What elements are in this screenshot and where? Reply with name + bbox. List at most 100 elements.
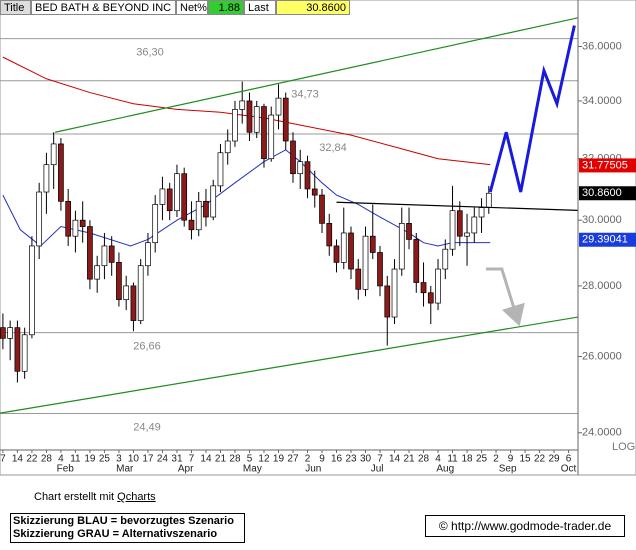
price-tag (579, 186, 636, 201)
price-tag-label: 29.39041 (582, 234, 628, 246)
candle-body (72, 219, 79, 237)
price-tag (579, 232, 636, 247)
credit-text: Chart erstellt mit (34, 491, 115, 503)
y-tick-label: 34.0000 (582, 95, 622, 107)
candle-body (485, 192, 492, 208)
x-tick-label: 4 (435, 454, 441, 465)
x-tick-label: 5 (247, 454, 253, 465)
month-label: Feb (57, 464, 75, 475)
candle-body (478, 207, 485, 218)
x-tick-label: 12 (258, 454, 270, 465)
x-tick-label: 28 (229, 454, 241, 465)
y-tick-label: 36.0000 (582, 40, 622, 52)
level-label: 24,49 (133, 421, 161, 433)
candle-body (340, 232, 347, 263)
header-net-label: Net% (176, 0, 208, 15)
candle-body (442, 248, 449, 270)
candle-body (174, 173, 180, 212)
level-label: 36,30 (136, 46, 164, 58)
candle-body (406, 223, 412, 240)
x-tick-label: 9 (508, 454, 514, 465)
candle-body (253, 106, 260, 133)
trend-line (336, 201, 578, 211)
x-tick-label: 21 (215, 454, 227, 465)
candle-body (195, 200, 202, 231)
header-last-label: Last (244, 0, 276, 15)
candle-body (377, 252, 383, 287)
x-tick-label: 17 (142, 454, 154, 465)
candle-body (79, 219, 86, 227)
candle-body (50, 143, 57, 166)
x-tick-label: 10 (128, 454, 140, 465)
month-label: Jun (305, 464, 321, 475)
month-label: Oct (561, 464, 577, 475)
candle-body (348, 232, 354, 270)
candle-body (108, 245, 115, 263)
scale-label: LOG (612, 441, 635, 453)
candle-body (449, 210, 456, 250)
candle-body (29, 245, 35, 336)
candle-body (391, 268, 398, 318)
x-tick-label: 14 (12, 454, 24, 465)
x-tick-label: 3 (116, 454, 122, 465)
x-tick-label: 7 (189, 454, 195, 465)
projection (485, 267, 525, 327)
candle-body (456, 210, 463, 237)
candle-body (232, 109, 238, 142)
candle-body (116, 262, 122, 300)
trend-line (0, 316, 578, 414)
y-tick-label: 24.0000 (582, 427, 622, 439)
y-tick-label: 28.0000 (582, 280, 622, 292)
x-tick-label: 23 (345, 454, 357, 465)
credit-link[interactable]: Qcharts (117, 491, 156, 503)
candle-body (130, 285, 137, 321)
x-tick-label: 2 (305, 454, 311, 465)
x-tick-label: 28 (41, 454, 53, 465)
month-label: Jul (371, 464, 384, 475)
candle-body (427, 292, 434, 304)
candle-body (152, 204, 159, 244)
candle-body (94, 265, 101, 280)
copyright: © http://www.godmode-trader.de (425, 515, 625, 537)
candle-body (217, 152, 224, 187)
candle-body (464, 232, 470, 237)
candle-body (355, 268, 362, 290)
candle-body (58, 143, 64, 202)
candle-body (246, 100, 253, 133)
month-label: Sep (499, 464, 517, 475)
candle-body (261, 106, 267, 160)
header-net: 1.88 (208, 0, 244, 15)
header-name: BED BATH & BEYOND INC (31, 0, 176, 15)
price-tag-label: 31.77505 (582, 159, 628, 171)
candle-body (21, 334, 28, 372)
x-tick-label: 27 (287, 454, 299, 465)
month-label: May (243, 464, 262, 475)
candle-body (435, 268, 441, 304)
candle-body (471, 216, 478, 234)
candle-body (210, 185, 217, 218)
x-tick-label: 22 (26, 454, 38, 465)
x-tick-label: 25 (99, 454, 111, 465)
candle-body (333, 245, 340, 263)
x-tick-label: 7 (377, 454, 383, 465)
scenario-blue: Skizzierung BLAU = bevorzugtes Szenario (13, 515, 234, 527)
candle-body (36, 191, 43, 247)
candle-body (166, 188, 173, 212)
x-tick-label: 11 (70, 454, 81, 465)
candle-body (137, 265, 144, 321)
month-label: Apr (178, 464, 194, 475)
x-tick-label: 19 (84, 454, 96, 465)
candle-body (297, 161, 304, 175)
candle-body (282, 97, 289, 142)
projection (488, 25, 576, 193)
price-tag-label: 30.8600 (582, 187, 622, 199)
candle-body (362, 235, 369, 290)
x-tick-label: 28 (418, 454, 430, 465)
plot-area: 36,30 34,73 32,84 26,66 24,49 (0, 17, 578, 433)
candle-body (87, 226, 93, 280)
candle-body (7, 327, 14, 339)
candle-body (159, 188, 166, 205)
frame (0, 0, 636, 476)
x-tick-label: 2 (493, 454, 499, 465)
candle-body (224, 140, 231, 154)
